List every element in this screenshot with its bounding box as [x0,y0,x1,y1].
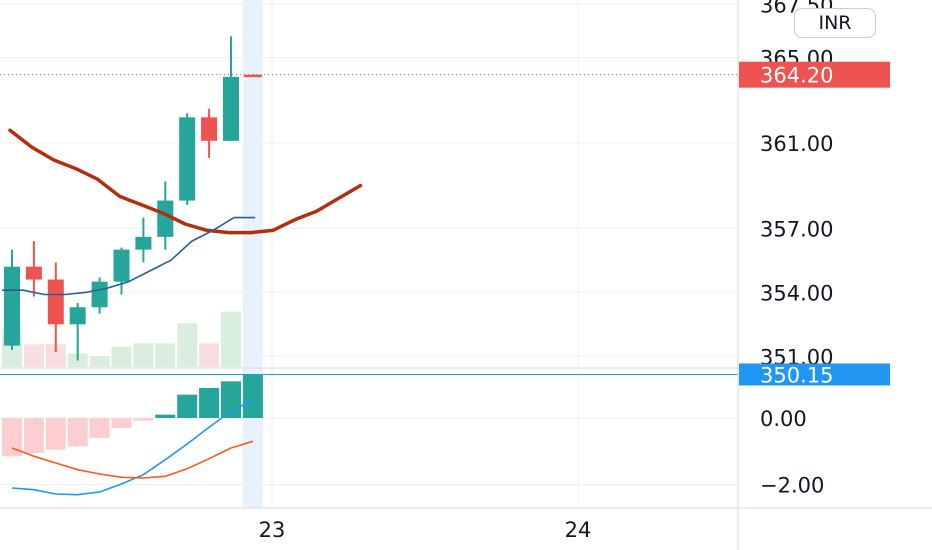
macd-histogram-bar [67,418,88,447]
macd-pane [2,374,263,496]
macd-histogram-bar [155,414,176,418]
volume-bar [177,323,198,367]
ma-long-line [8,128,363,235]
candles [4,36,262,361]
candle-body [69,307,86,325]
time-axis[interactable]: 23 24 [259,518,592,542]
ma-short-line [2,216,256,296]
volume-bar [45,344,66,367]
volume-bar [89,356,110,367]
candle-body [4,266,20,346]
volume-bar [199,343,220,367]
macd-histogram-bar [242,374,263,418]
candle-body [201,117,218,141]
marker-price-tag-label: 350.15 [760,363,833,387]
candle-body [179,117,196,201]
candle-body [157,200,174,237]
volume-bar [133,343,154,367]
macd-histogram-bar [89,418,110,438]
macd-histogram-bar [199,388,220,418]
candle-body [91,281,108,308]
macd-histogram-bar [23,418,44,453]
volume-bar [221,311,241,367]
volume-bars [2,311,241,367]
candle-body [223,76,239,141]
macd-tick-label: −2.00 [760,474,824,498]
marker-price-tag [739,363,890,386]
candle-body [113,249,130,282]
time-tick-label: 23 [259,518,286,542]
volume-bar [23,344,44,367]
price-tick-label: 361.00 [760,132,833,156]
macd-tick-label: 0.00 [760,407,807,431]
moving-averages [0,74,738,375]
candle-body [135,236,152,250]
price-tick-label: 357.00 [760,217,833,241]
macd-histogram-bar [177,394,198,418]
signal-line [11,440,254,479]
macd-histogram-bar [133,418,154,421]
last-price-tag [739,61,890,88]
macd-histogram-bar [2,418,22,457]
grid [0,0,738,508]
candle-body [25,266,42,280]
currency-button[interactable]: INR [794,8,876,38]
candle-body [47,279,64,325]
volume-bar [155,343,176,367]
time-tick-label: 24 [565,518,592,542]
macd-histogram-bar [111,418,132,428]
last-price-tag-label: 364.20 [760,64,833,88]
price-tick-label: 354.00 [760,281,833,305]
volume-bar [111,347,132,367]
macd-axis[interactable]: 0.00 −2.00 [760,407,824,498]
macd-histogram-bar [221,381,241,418]
candle-body [243,74,262,78]
macd-line [11,398,254,496]
price-tags: 364.20 350.15 [739,61,890,387]
macd-histogram-bar [45,418,66,450]
